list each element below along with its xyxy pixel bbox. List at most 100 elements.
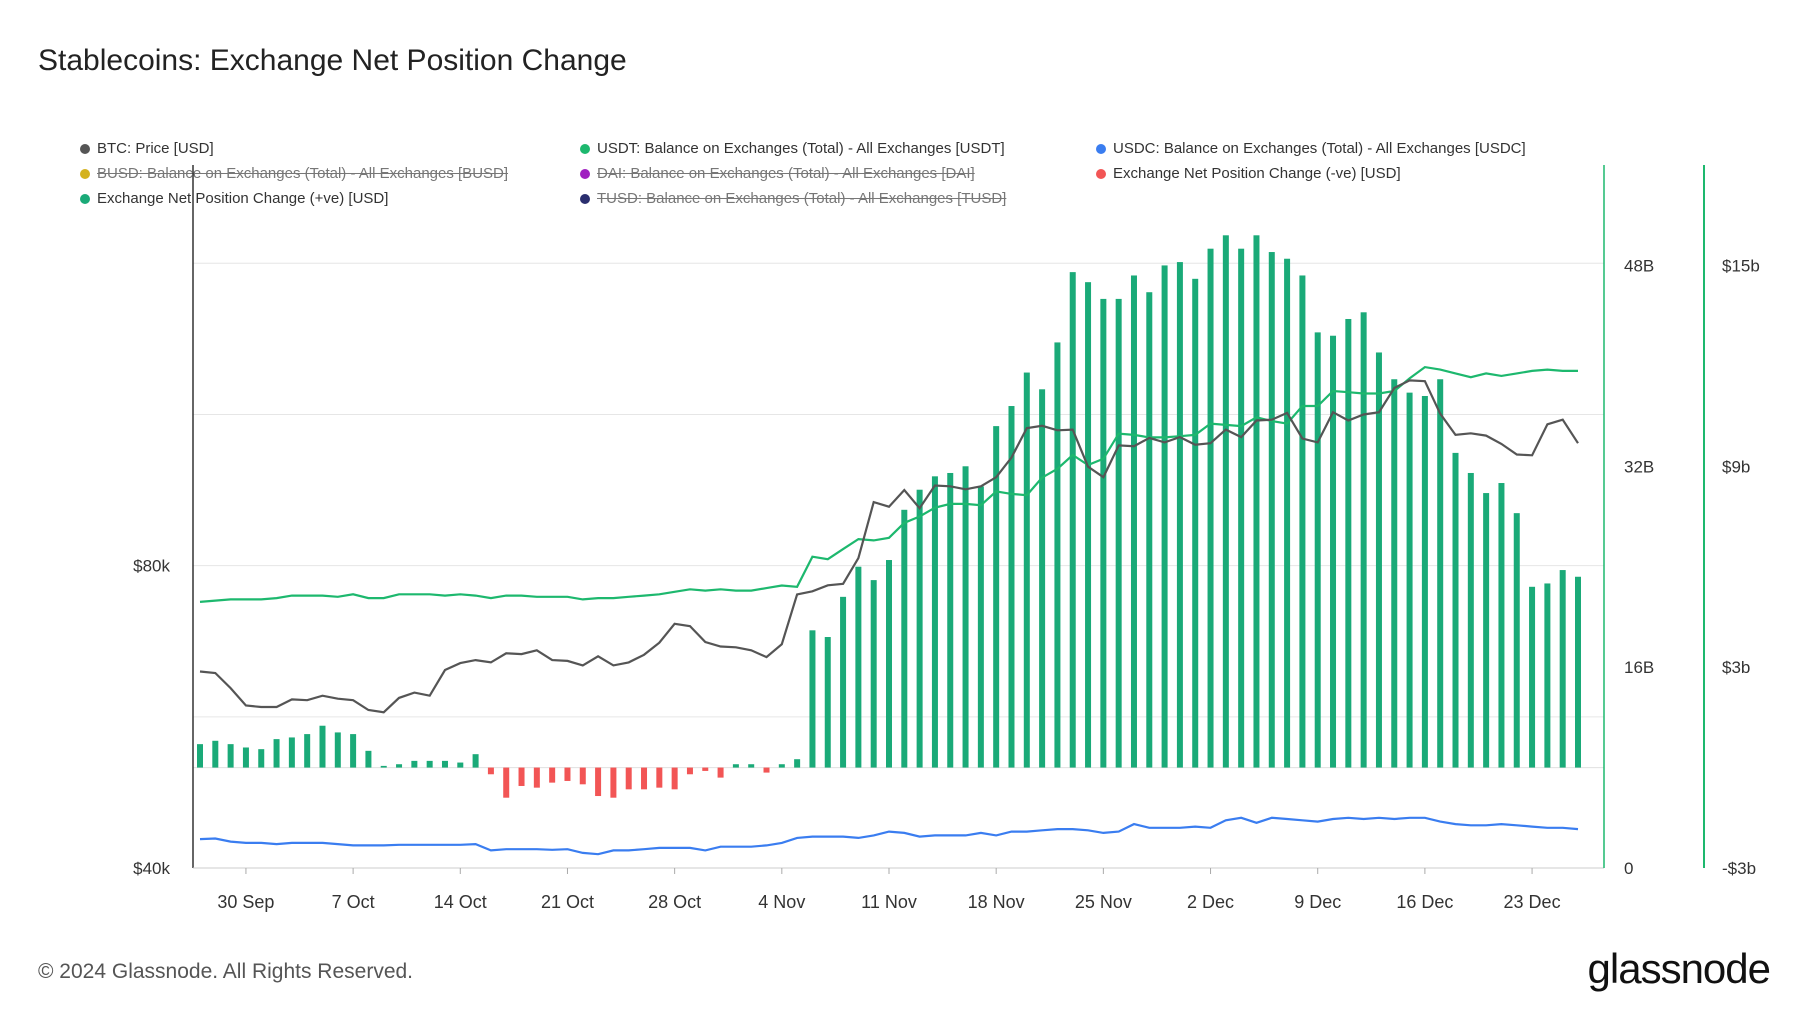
bar-positive	[1192, 278, 1199, 768]
series-lines	[199, 365, 1579, 856]
bar-positive	[1575, 576, 1581, 768]
bar-positive	[916, 489, 923, 768]
x-tick-label: 21 Oct	[541, 892, 594, 912]
legend-dot	[580, 143, 590, 154]
bar-positive	[1130, 275, 1137, 768]
bar-positive	[457, 762, 464, 768]
legend-label: TUSD: Balance on Exchanges (Total) - All…	[597, 190, 1007, 207]
x-tick-label: 28 Oct	[648, 892, 701, 912]
net-change-bars	[197, 235, 1581, 798]
legend-dot	[80, 193, 90, 204]
bar-positive	[809, 630, 816, 768]
bar-positive	[1375, 352, 1382, 768]
legend-item-btc-price[interactable]: BTC: Price [USD]	[80, 140, 214, 157]
bar-negative	[518, 767, 525, 786]
bar-positive	[1498, 483, 1505, 768]
bar-positive	[1437, 379, 1444, 768]
bar-positive	[778, 764, 785, 768]
legend-dot	[580, 193, 590, 204]
bar-positive	[1284, 258, 1291, 768]
bar-positive	[197, 744, 203, 768]
bar-negative	[503, 767, 510, 798]
bar-positive	[748, 764, 755, 768]
btc-price-line	[199, 379, 1579, 714]
bar-positive	[1529, 586, 1536, 768]
legend-label: USDT: Balance on Exchanges (Total) - All…	[597, 140, 1005, 157]
bar-positive	[977, 486, 984, 768]
bar-positive	[273, 739, 280, 768]
bar-positive	[1513, 513, 1520, 768]
bar-positive	[1039, 389, 1046, 768]
bar-positive	[732, 764, 739, 768]
bar-positive	[1360, 312, 1367, 768]
bar-positive	[288, 737, 295, 768]
bar-positive	[840, 596, 847, 768]
bar-positive	[993, 426, 1000, 768]
bar-positive	[1207, 248, 1214, 768]
bar-positive	[319, 725, 326, 768]
bar-positive	[886, 560, 892, 768]
legend-item-usdc-balance[interactable]: USDC: Balance on Exchanges (Total) - All…	[1096, 140, 1526, 157]
bar-positive	[794, 759, 801, 768]
bar-positive	[1176, 262, 1183, 768]
legend-label: Exchange Net Position Change (+ve) [USD]	[97, 190, 389, 207]
x-tick-label: 18 Nov	[968, 892, 1025, 912]
bar-positive	[1406, 392, 1413, 768]
bar-positive	[441, 760, 448, 768]
balance-tick-label: 16B	[1624, 658, 1654, 677]
x-tick-label: 16 Dec	[1396, 892, 1453, 912]
axes	[192, 165, 1705, 869]
usdt-balance-line	[199, 365, 1578, 603]
legend-item-dai-balance[interactable]: DAI: Balance on Exchanges (Total) - All …	[580, 165, 975, 182]
legend-item-tusd-balance[interactable]: TUSD: Balance on Exchanges (Total) - All…	[580, 190, 1006, 207]
bar-positive	[258, 749, 265, 768]
bar-negative	[595, 767, 602, 797]
bar-positive	[426, 760, 433, 768]
bar-positive	[1452, 452, 1459, 768]
bar-negative	[686, 767, 693, 775]
legend: BTC: Price [USD] USDT: Balance on Exchan…	[80, 140, 1580, 220]
bar-negative	[702, 767, 709, 771]
bar-positive	[396, 764, 403, 768]
bar-positive	[1222, 235, 1229, 768]
legend-label: BUSD: Balance on Exchanges (Total) - All…	[97, 165, 509, 182]
bar-negative	[717, 767, 724, 778]
bar-positive	[1314, 332, 1321, 768]
bar-positive	[1467, 472, 1474, 768]
bar-positive	[1008, 406, 1015, 768]
net-change-tick-label: $15b	[1722, 256, 1760, 275]
bar-positive	[1268, 252, 1275, 768]
bar-positive	[380, 765, 387, 768]
chart-title: Stablecoins: Exchange Net Position Chang…	[38, 44, 627, 77]
legend-item-net-change-negative[interactable]: Exchange Net Position Change (-ve) [USD]	[1096, 165, 1401, 182]
bar-negative	[549, 767, 556, 783]
copyright-notice: © 2024 Glassnode. All Rights Reserved.	[38, 960, 414, 983]
legend-dot	[580, 168, 590, 179]
legend-label: DAI: Balance on Exchanges (Total) - All …	[597, 165, 975, 182]
legend-item-net-change-positive[interactable]: Exchange Net Position Change (+ve) [USD]	[80, 190, 388, 207]
legend-item-usdt-balance[interactable]: USDT: Balance on Exchanges (Total) - All…	[580, 140, 1005, 157]
bar-positive	[1100, 298, 1107, 768]
bar-positive	[304, 734, 311, 768]
legend-dot	[80, 143, 90, 154]
bar-positive	[411, 760, 418, 768]
bar-negative	[671, 767, 678, 790]
bar-positive	[1161, 265, 1168, 768]
legend-item-busd-balance[interactable]: BUSD: Balance on Exchanges (Total) - All…	[80, 165, 508, 182]
bar-positive	[334, 732, 341, 768]
usdc-balance-line	[199, 816, 1579, 856]
bar-positive	[1391, 379, 1398, 768]
tick-labels: $40k $80k 0 16B 32B 48B -$3b $3b $9b $15b 30 Sep 7 …	[133, 256, 1760, 912]
bar-positive	[962, 466, 969, 768]
bar-positive	[1238, 248, 1245, 768]
bar-positive	[947, 472, 954, 768]
x-tick-label: 14 Oct	[434, 892, 487, 912]
legend-dot	[1096, 143, 1106, 154]
x-tick-label: 2 Dec	[1187, 892, 1234, 912]
balance-tick-label: 32B	[1624, 457, 1654, 476]
bar-positive	[1253, 235, 1260, 768]
bar-positive	[227, 744, 234, 768]
bar-negative	[487, 767, 494, 775]
bar-positive	[1069, 272, 1076, 768]
